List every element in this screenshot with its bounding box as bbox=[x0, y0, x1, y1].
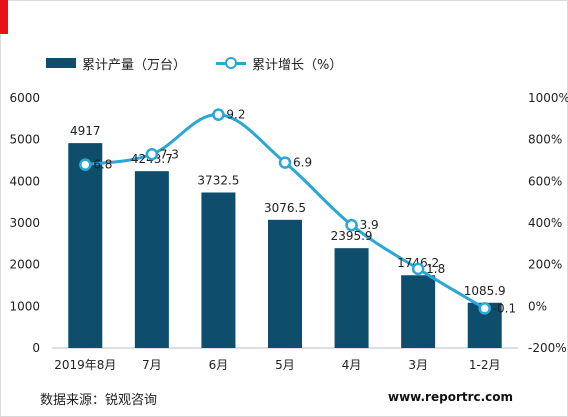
accent-bar bbox=[0, 0, 8, 34]
y-right-tick-label: 1000% bbox=[528, 91, 568, 105]
bar bbox=[334, 248, 369, 348]
growth-point bbox=[345, 218, 358, 232]
y-right-tick-label: 0% bbox=[528, 299, 547, 313]
growth-value-label: 7.3 bbox=[160, 147, 179, 161]
y-right-tick-label: 600% bbox=[528, 174, 562, 188]
growth-point bbox=[212, 108, 225, 121]
growth-point bbox=[79, 158, 92, 171]
source-note: 数据来源：锐观咨询 bbox=[40, 393, 158, 408]
y-right-tick-label: 400% bbox=[528, 216, 562, 230]
y-left-tick-label: 3000 bbox=[9, 216, 40, 230]
y-right-tick-label: 200% bbox=[528, 258, 562, 272]
bar bbox=[401, 275, 436, 348]
y-left-tick-label: 2000 bbox=[9, 258, 40, 272]
bar-value-label: 4917 bbox=[70, 124, 101, 138]
website-watermark: www.reportrc.com bbox=[388, 390, 514, 404]
growth-value-label: 6.8 bbox=[93, 158, 112, 172]
bar bbox=[134, 171, 169, 348]
bar-value-label: 2395.9 bbox=[331, 229, 373, 243]
y-left-tick-label: 6000 bbox=[9, 91, 40, 105]
x-tick-label: 4月 bbox=[342, 358, 362, 372]
x-tick-label: 5月 bbox=[275, 358, 295, 372]
x-tick-label: 6月 bbox=[209, 358, 229, 372]
bar-value-label: 3076.5 bbox=[264, 201, 306, 215]
growth-value-label: -0.1 bbox=[493, 301, 516, 315]
x-tick-label: 2019年8月 bbox=[54, 358, 116, 372]
growth-point bbox=[278, 156, 292, 169]
bar bbox=[201, 192, 236, 348]
y-left-tick-label: 0 bbox=[32, 341, 40, 355]
growth-point bbox=[478, 302, 491, 315]
y-left-tick-label: 5000 bbox=[9, 133, 40, 147]
x-tick-label: 3月 bbox=[408, 358, 428, 372]
legend-bar-label: 累计产量（万台） bbox=[82, 57, 187, 73]
growth-value-label: 6.9 bbox=[293, 156, 312, 170]
growth-value-label: 9.2 bbox=[226, 108, 245, 122]
y-right-tick-label: -200% bbox=[528, 341, 567, 355]
legend-line-label: 累计增长（%） bbox=[252, 57, 343, 73]
bar bbox=[268, 219, 302, 348]
x-tick-label: 1-2月 bbox=[469, 358, 501, 372]
x-tick-label: 7月 bbox=[142, 358, 162, 372]
growth-value-label: 1.8 bbox=[426, 262, 445, 276]
y-left-tick-label: 1000 bbox=[9, 299, 40, 313]
legend-bar-swatch bbox=[46, 58, 76, 68]
y-left-tick-label: 4000 bbox=[9, 174, 40, 188]
bar-value-label: 1085.9 bbox=[464, 284, 506, 298]
y-right-tick-label: 800% bbox=[528, 133, 562, 147]
legend-line-swatch bbox=[216, 56, 247, 70]
growth-value-label: 3.9 bbox=[360, 218, 379, 232]
bar-value-label: 3732.5 bbox=[197, 173, 239, 187]
growth-point bbox=[145, 148, 159, 161]
growth-point bbox=[411, 262, 425, 276]
bar bbox=[68, 143, 103, 348]
legend: 累计产量（万台） 累计增长（%） bbox=[46, 53, 342, 73]
